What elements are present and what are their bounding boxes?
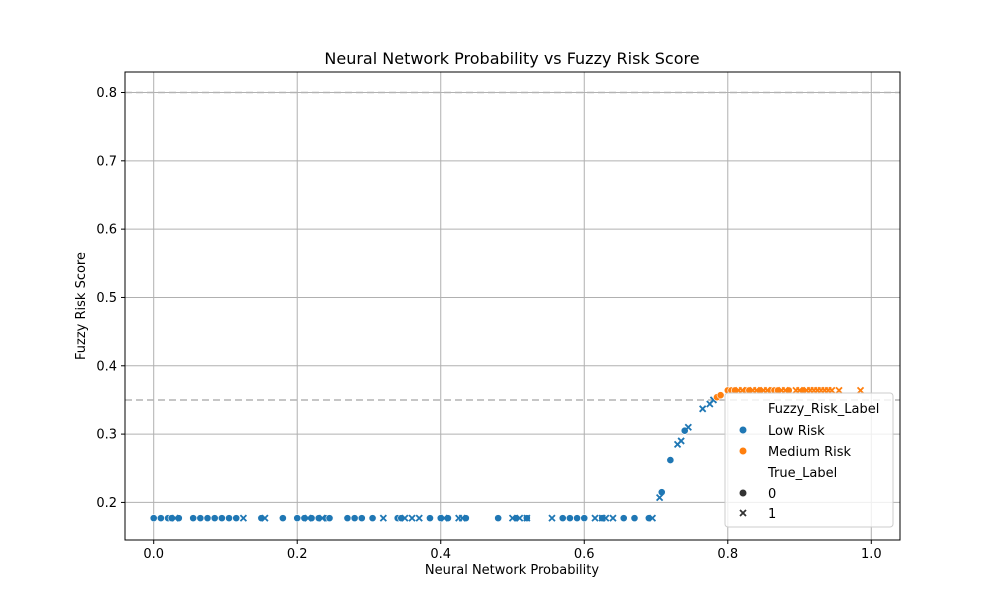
data-point <box>609 514 617 522</box>
data-point <box>379 514 387 522</box>
data-point <box>261 514 269 522</box>
legend-label-low-risk: Low Risk <box>768 424 825 439</box>
data-point <box>677 437 685 445</box>
data-point <box>752 386 761 395</box>
data-point <box>232 514 241 523</box>
data-point <box>835 386 843 395</box>
legend-label-0: 0 <box>768 487 776 502</box>
data-point <box>415 514 423 522</box>
data-point <box>781 386 789 395</box>
data-point <box>699 405 707 413</box>
data-point <box>716 391 725 400</box>
data-point <box>591 514 599 522</box>
data-point <box>225 514 233 523</box>
data-point <box>566 514 574 523</box>
data-point <box>548 514 556 522</box>
legend: Fuzzy_Risk_Label Low Risk Medium Risk Tr… <box>724 392 894 528</box>
data-point <box>426 514 434 523</box>
x-tick-label: 1.0 <box>861 547 882 562</box>
data-point <box>558 514 567 523</box>
y-tick-label: 0.3 <box>96 428 117 443</box>
data-point <box>304 514 312 522</box>
x-axis-label: Neural Network Probability <box>425 563 599 578</box>
data-point <box>508 514 517 522</box>
chart-title: Neural Network Probability vs Fuzzy Risk… <box>324 49 699 68</box>
data-point <box>171 514 179 522</box>
data-point <box>795 386 804 395</box>
legend-marker-medium-risk <box>739 447 747 455</box>
data-point <box>318 514 326 522</box>
legend-marker-circle <box>739 489 747 497</box>
data-point <box>666 456 675 464</box>
legend-style-title: True_Label <box>767 466 837 481</box>
reference-lines <box>125 91 900 401</box>
data-point <box>149 514 158 523</box>
data-point <box>408 514 416 522</box>
data-point <box>684 423 692 431</box>
x-tick-label: 0.6 <box>574 547 595 562</box>
legend-box <box>724 392 894 528</box>
y-tick-label: 0.8 <box>96 86 117 101</box>
legend-marker-x <box>739 509 747 517</box>
data-point <box>401 514 409 522</box>
y-axis-ticks: 0.2 0.3 0.4 0.5 0.6 0.7 0.8 <box>96 86 125 511</box>
data-point <box>523 514 531 522</box>
data-point <box>357 514 366 523</box>
data-point <box>293 514 302 523</box>
data-point <box>217 514 226 523</box>
data-point <box>210 514 219 523</box>
x-tick-label: 0.4 <box>430 547 451 562</box>
data-point <box>856 386 865 395</box>
x-tick-label: 0.2 <box>287 547 308 562</box>
data-point <box>458 514 466 522</box>
data-point <box>156 514 165 523</box>
data-point <box>189 514 198 523</box>
data-point <box>828 386 836 395</box>
legend-marker-low-risk <box>739 426 747 434</box>
data-point <box>630 514 639 523</box>
plot-frame <box>124 71 901 541</box>
data-point <box>494 514 503 523</box>
data-point <box>573 514 581 523</box>
x-axis-ticks: 0.0 0.2 0.4 0.6 0.8 1.0 <box>143 540 882 562</box>
data-point <box>278 514 287 523</box>
x-tick-label: 0.8 <box>717 547 738 562</box>
data-point <box>368 514 377 523</box>
data-point <box>325 514 334 523</box>
data-point <box>655 494 664 502</box>
y-tick-label: 0.5 <box>96 291 117 306</box>
data-point <box>648 514 657 522</box>
data-point <box>203 514 212 523</box>
data-point <box>350 514 359 523</box>
data-point <box>738 386 746 395</box>
y-tick-label: 0.4 <box>96 359 117 374</box>
y-axis-label: Fuzzy Risk Score <box>74 252 89 360</box>
data-point <box>440 514 448 522</box>
legend-label-medium-risk: Medium Risk <box>768 445 852 460</box>
legend-hue-title: Fuzzy_Risk_Label <box>768 402 879 417</box>
data-points <box>149 386 865 523</box>
y-tick-label: 0.2 <box>96 496 117 511</box>
data-point <box>196 514 205 523</box>
data-point <box>516 514 524 522</box>
data-point <box>602 514 610 522</box>
data-point <box>580 514 589 523</box>
legend-label-1: 1 <box>768 507 776 522</box>
data-point <box>619 514 628 523</box>
data-point <box>239 514 248 522</box>
x-tick-label: 0.0 <box>143 547 164 562</box>
data-point <box>763 386 771 395</box>
data-point <box>343 514 352 523</box>
y-tick-label: 0.6 <box>96 223 117 238</box>
y-tick-label: 0.7 <box>96 154 117 169</box>
